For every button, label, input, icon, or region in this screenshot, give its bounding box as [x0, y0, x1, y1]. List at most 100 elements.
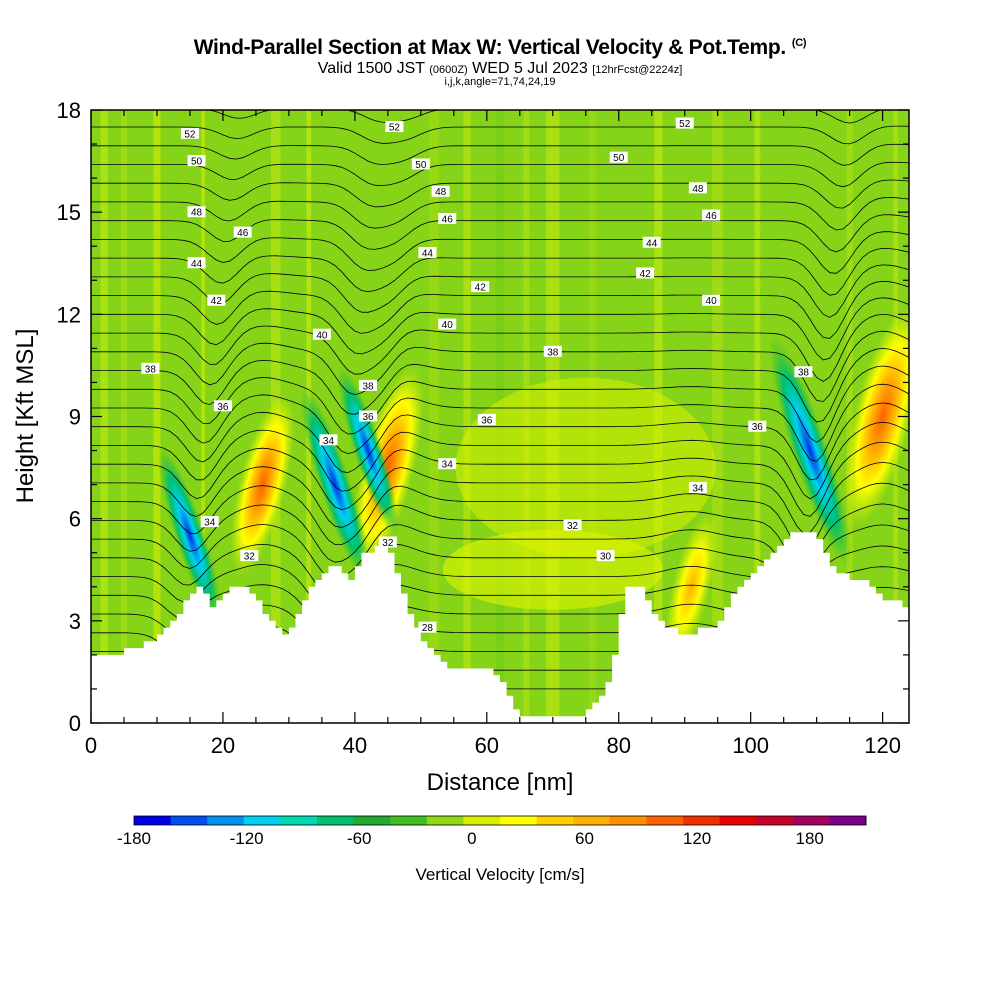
theta-label: 52	[675, 117, 694, 130]
theta-contour	[91, 231, 909, 274]
w-band	[100, 110, 108, 723]
theta-contour	[91, 125, 909, 145]
section-params: i,j,k,angle=71,74,24,19	[444, 76, 556, 88]
theta-label-box	[702, 209, 721, 221]
x-tick-label: 20	[211, 733, 235, 758]
theta-contour	[91, 524, 909, 584]
theta-label: 36	[359, 410, 378, 423]
theta-label: 32	[378, 536, 397, 549]
w-band	[153, 110, 161, 723]
theta-label-text: 36	[752, 422, 764, 433]
theta-label-text: 42	[475, 283, 487, 294]
colorbar-swatch	[719, 816, 757, 825]
theta-contour	[91, 161, 909, 188]
theta-contour	[91, 441, 909, 517]
terrain	[91, 532, 909, 723]
theta-label: 28	[418, 621, 437, 634]
theta-contour	[91, 330, 909, 403]
theta-label: 34	[688, 482, 707, 495]
theta-label: 38	[141, 362, 160, 375]
theta-label: 40	[312, 328, 331, 341]
w-band	[712, 110, 724, 723]
theta-contour	[91, 280, 909, 339]
colorbar-swatch	[792, 816, 830, 825]
colorbar-swatch	[390, 816, 428, 825]
w-band	[754, 110, 761, 723]
theta-label-box	[411, 158, 430, 170]
theta-label-box	[609, 151, 628, 163]
colorbar: -180 -120 -60 0 60 120 180	[117, 815, 867, 848]
colorbar-swatch	[573, 816, 611, 825]
theta-label-box	[418, 621, 437, 633]
theta-label: 42	[207, 294, 226, 307]
w-band	[463, 110, 471, 723]
theta-label-text: 38	[547, 347, 559, 358]
theta-label-text: 48	[435, 187, 447, 198]
downdraft-cell	[337, 365, 399, 536]
updraft-cell	[843, 306, 909, 527]
colorbar-swatch	[609, 816, 647, 825]
colorbar-title: Vertical Velocity [cm/s]	[415, 865, 584, 884]
w-band	[442, 529, 663, 610]
colorbar-swatch	[756, 816, 794, 825]
theta-label-box	[438, 212, 457, 224]
theta-label-text: 44	[422, 249, 434, 260]
theta-label: 48	[688, 182, 707, 195]
theta-label-box	[378, 536, 397, 548]
theta-contour	[91, 297, 909, 361]
theta-label: 50	[411, 158, 430, 171]
colorbar-tick-label: 120	[683, 829, 711, 848]
theta-label: 38	[359, 379, 378, 392]
theta-label-text: 48	[191, 208, 203, 219]
theta-label-text: 50	[415, 160, 427, 171]
y-tick-label: 15	[57, 200, 81, 225]
theta-label-text: 38	[798, 368, 810, 379]
theta-label-box	[233, 226, 252, 238]
theta-label: 42	[471, 281, 490, 294]
theta-label-box	[187, 206, 206, 218]
theta-label-box	[312, 328, 331, 340]
downdraft-cell	[768, 335, 852, 566]
theta-label: 30	[596, 550, 615, 563]
theta-label: 36	[748, 420, 767, 433]
chart-title: Wind-Parallel Section at Max W: Vertical…	[0, 36, 1000, 60]
theta-label: 44	[187, 257, 206, 270]
colorbar-tick-label: 60	[575, 829, 594, 848]
theta-label: 46	[702, 209, 721, 222]
colorbar-swatch	[280, 816, 318, 825]
downdraft-cell	[299, 386, 371, 583]
theta-label: 34	[319, 434, 338, 447]
valid-date: WED 5 Jul 2023	[472, 60, 588, 77]
theta-label: 50	[609, 151, 628, 164]
theta-label-box	[477, 413, 496, 425]
theta-label-box	[688, 482, 707, 494]
theta-label-box	[471, 281, 490, 293]
theta-contour-labels: 52 50 48 46 44 42 38 36 34 32 52 50 48 46 44 42 40 40 38 36…	[141, 117, 813, 634]
colorbar-swatch	[207, 816, 245, 825]
x-tick-label: 40	[343, 733, 367, 758]
theta-label-box	[675, 117, 694, 129]
theta-label-text: 50	[191, 157, 203, 168]
theta-contour	[91, 347, 909, 423]
colorbar-swatch	[463, 816, 501, 825]
x-tick-label: 120	[864, 733, 901, 758]
theta-label-text: 34	[442, 460, 454, 471]
theta-label: 46	[233, 226, 252, 239]
colorbar-swatch	[426, 816, 464, 825]
theta-label: 36	[213, 400, 232, 413]
theta-label-box	[563, 519, 582, 531]
y-tick-label: 6	[69, 507, 81, 532]
theta-label-text: 40	[706, 296, 718, 307]
theta-label-box	[359, 410, 378, 422]
theta-label-box	[141, 362, 160, 374]
theta-label-text: 36	[217, 402, 229, 413]
theta-label-box	[359, 379, 378, 391]
theta-contour	[91, 197, 909, 231]
theta-label-text: 50	[613, 153, 625, 164]
theta-label: 38	[543, 345, 562, 358]
theta-label-box	[213, 400, 232, 412]
theta-contour	[91, 421, 909, 500]
theta-contour	[91, 264, 909, 318]
w-band	[201, 110, 205, 723]
